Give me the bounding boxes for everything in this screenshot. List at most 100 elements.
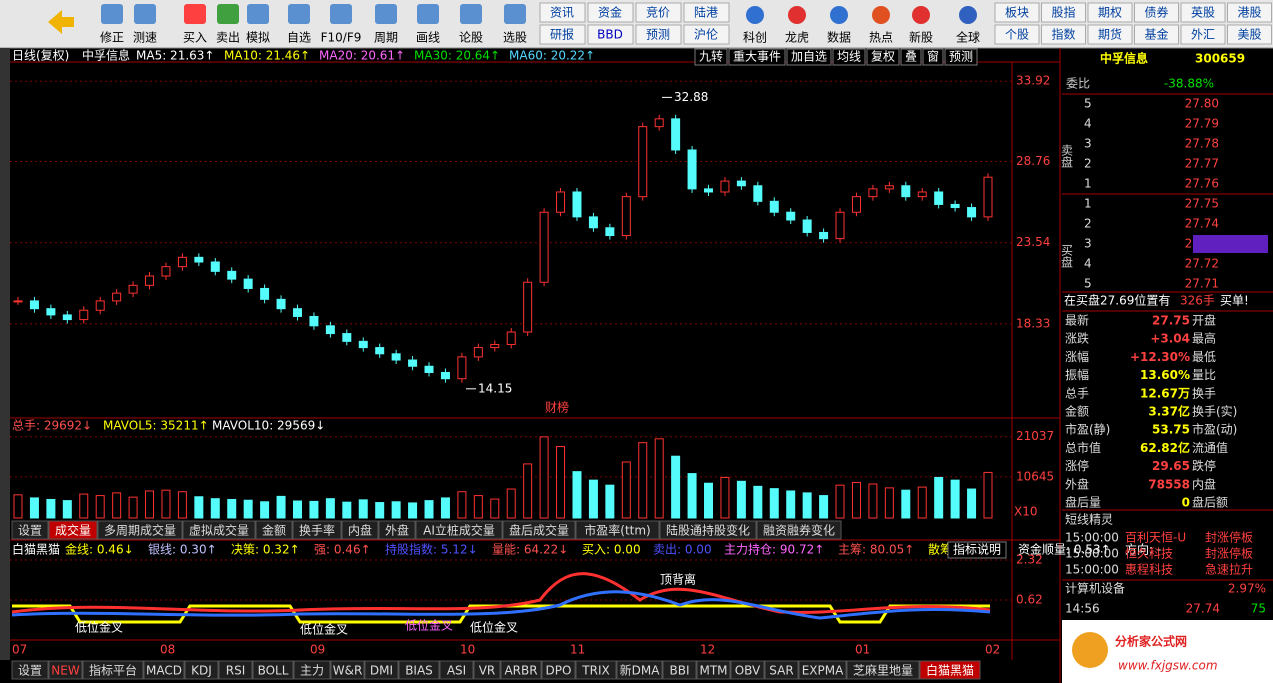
tab-label[interactable]: 设置 [18, 524, 42, 538]
tab-label[interactable]: KDJ [191, 664, 212, 678]
tab[interactable] [330, 660, 365, 680]
tab[interactable] [662, 660, 697, 680]
tool-button[interactable] [1134, 2, 1179, 23]
tab[interactable] [502, 520, 576, 540]
chart-button[interactable] [694, 48, 728, 66]
tab[interactable] [541, 660, 576, 680]
tab[interactable] [730, 660, 765, 680]
tool-label[interactable]: 科创 [743, 31, 767, 45]
tool-icon[interactable] [101, 4, 123, 24]
tab-label[interactable]: 芝麻里地量 [853, 663, 913, 678]
tool-button-label[interactable]: 资金 [598, 5, 622, 20]
tool-icon[interactable] [217, 4, 239, 24]
tab[interactable] [798, 660, 847, 680]
tab[interactable] [364, 660, 399, 680]
tab[interactable] [439, 660, 474, 680]
tab-label[interactable]: EXPMA [802, 664, 844, 678]
tab-label[interactable]: ASI [447, 664, 466, 678]
tool-label[interactable]: 自选 [287, 31, 311, 45]
tab[interactable] [182, 520, 256, 540]
chart-button-label[interactable]: 复权 [871, 50, 895, 64]
tool-label[interactable]: 论股 [459, 31, 483, 45]
tool-button[interactable] [635, 2, 682, 23]
tab-label[interactable]: 新DMA [620, 663, 661, 678]
tool-button-label[interactable]: 港股 [1237, 6, 1261, 20]
tab-label[interactable]: 盘后成交量 [509, 523, 569, 538]
tab[interactable] [473, 660, 501, 680]
tab-label[interactable]: 主力 [300, 664, 324, 678]
tab[interactable] [48, 520, 98, 540]
back-icon[interactable] [48, 10, 74, 34]
chart-button-label[interactable]: 均线 [837, 50, 861, 64]
chart-button-label[interactable]: 叠 [905, 50, 917, 64]
tool-icon[interactable] [184, 4, 206, 24]
tool-icon[interactable] [788, 6, 806, 24]
tool-button-label[interactable]: 个股 [1005, 28, 1029, 42]
tool-button-label[interactable]: 外汇 [1191, 28, 1215, 42]
tool-icon[interactable] [417, 4, 439, 24]
tool-label[interactable]: 画线 [416, 31, 440, 45]
tab[interactable] [659, 520, 757, 540]
chart-button[interactable] [922, 48, 944, 66]
tool-button[interactable] [683, 2, 730, 23]
tab-label[interactable]: 成交量 [55, 523, 91, 538]
tool-button-label[interactable]: 英股 [1191, 6, 1215, 20]
tab[interactable] [756, 520, 842, 540]
tool-label[interactable]: 测速 [133, 31, 157, 45]
tool-button[interactable] [1180, 2, 1226, 23]
tool-label[interactable]: F10/F9 [321, 31, 362, 45]
tool-button[interactable] [1227, 24, 1272, 45]
tab[interactable] [184, 660, 219, 680]
tab[interactable] [378, 520, 416, 540]
tool-button-label[interactable]: 沪伦 [694, 27, 718, 42]
tool-label[interactable]: 选股 [503, 31, 527, 45]
tool-icon[interactable] [959, 6, 977, 24]
tool-button-label[interactable]: 美股 [1237, 28, 1261, 42]
tab[interactable] [398, 660, 440, 680]
tab[interactable] [11, 660, 49, 680]
tab[interactable] [143, 660, 185, 680]
tool-button[interactable] [635, 24, 682, 45]
chart-button-label[interactable]: 预测 [949, 50, 973, 64]
tab-label[interactable]: 多周期成交量 [104, 523, 176, 538]
tab-label[interactable]: 外盘 [385, 523, 409, 538]
tool-button[interactable] [587, 24, 634, 45]
tool-button[interactable] [994, 24, 1040, 45]
tool-label[interactable]: 新股 [909, 30, 933, 45]
tool-button[interactable] [587, 2, 634, 23]
tab-label[interactable]: TRIX [581, 664, 609, 678]
tab-label[interactable]: MACD [146, 664, 182, 678]
tab-label[interactable]: BIAS [405, 664, 433, 678]
tool-button-label[interactable]: 陆港 [694, 5, 718, 20]
tool-button-label[interactable]: 指数 [1051, 27, 1075, 42]
tool-icon[interactable] [330, 4, 352, 24]
tool-button[interactable] [1087, 24, 1133, 45]
tab[interactable] [575, 520, 660, 540]
tab-label[interactable]: SAR [769, 664, 793, 678]
chart-button-label[interactable]: 加自选 [791, 50, 827, 64]
tab-label[interactable]: 设置 [18, 664, 42, 678]
tab-label[interactable]: DPO [546, 664, 572, 678]
tool-label[interactable]: 龙虎 [785, 31, 809, 45]
tool-button[interactable] [539, 2, 586, 23]
tool-button-label[interactable]: 板块 [1005, 6, 1029, 20]
tool-button-label[interactable]: 预测 [646, 28, 670, 42]
tool-icon[interactable] [872, 6, 890, 24]
tool-label[interactable]: 数据 [827, 30, 851, 45]
tab-label[interactable]: 指标平台 [89, 663, 137, 678]
chart-button-label[interactable]: 九转 [699, 49, 723, 64]
tool-button[interactable] [1180, 24, 1226, 45]
tab[interactable] [11, 520, 49, 540]
tab[interactable] [696, 660, 731, 680]
tab[interactable] [764, 660, 799, 680]
tab[interactable] [616, 660, 663, 680]
tool-button[interactable] [1041, 2, 1086, 23]
help-button[interactable] [947, 541, 1007, 559]
tab[interactable] [919, 660, 981, 680]
tab[interactable] [48, 660, 83, 680]
tab-label[interactable]: NEW [51, 664, 80, 678]
tool-button[interactable] [1087, 2, 1133, 23]
tool-icon[interactable] [912, 6, 930, 24]
tool-button-label[interactable]: 竞价 [646, 6, 670, 20]
tool-label[interactable]: 模拟 [246, 31, 270, 45]
